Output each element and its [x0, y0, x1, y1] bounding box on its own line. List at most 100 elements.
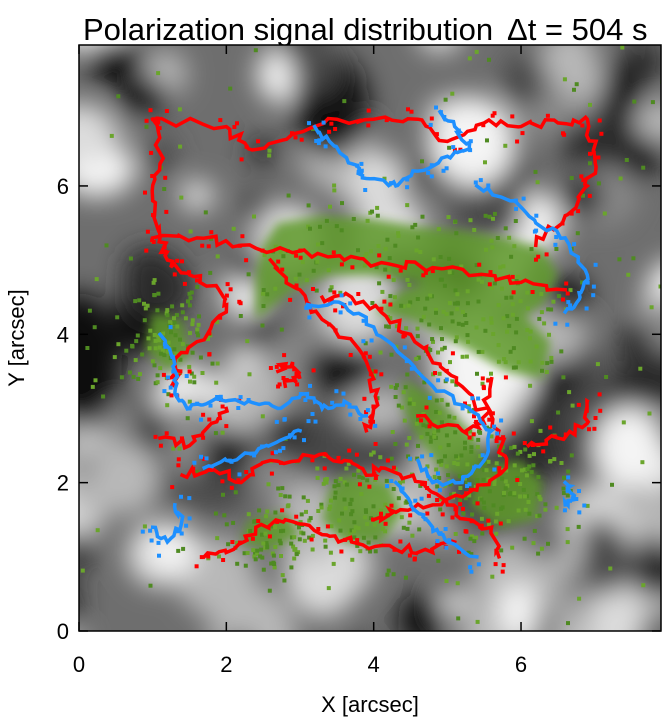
green-speck: [475, 371, 479, 376]
green-speck: [195, 330, 200, 335]
green-speck: [187, 364, 192, 369]
green-speck: [543, 502, 548, 507]
green-speck: [437, 410, 442, 415]
green-speck: [93, 378, 98, 383]
blue-contour-pixel: [358, 417, 363, 421]
green-speck: [307, 518, 312, 523]
intensity-blob: [648, 297, 661, 349]
red-contour-pixel: [587, 193, 592, 198]
blue-contour-pixel: [149, 538, 154, 543]
red-contour-pixel: [599, 131, 604, 136]
green-speck: [483, 213, 488, 218]
red-contour-pixel: [299, 137, 304, 142]
red-contour-pixel: [145, 229, 150, 234]
green-speck: [396, 403, 401, 408]
green-speck: [465, 481, 469, 486]
green-speck: [358, 549, 363, 554]
green-speck: [453, 339, 458, 344]
green-speck: [631, 256, 636, 261]
red-contour-pixel: [206, 244, 211, 249]
green-speck: [349, 528, 354, 533]
green-speck: [281, 528, 286, 533]
green-speck: [383, 529, 388, 534]
green-speck: [359, 492, 364, 496]
red-contour-pixel: [461, 506, 465, 511]
blue-contour-pixel: [179, 494, 183, 499]
blue-contour-pixel: [314, 139, 319, 143]
green-speck: [304, 509, 308, 514]
green-speck: [314, 288, 319, 293]
green-speck: [394, 324, 399, 329]
green-speck: [460, 354, 465, 359]
intensity-blob: [538, 532, 570, 556]
green-speck: [496, 343, 501, 348]
green-speck: [352, 535, 357, 540]
blue-contour: [201, 428, 303, 471]
green-speck: [352, 520, 357, 525]
green-speck: [411, 402, 416, 406]
green-speck: [228, 86, 233, 91]
green-speck: [327, 507, 332, 512]
green-speck: [568, 288, 573, 293]
red-contour-pixel: [170, 485, 175, 490]
green-speck: [365, 218, 370, 223]
green-speck: [430, 337, 435, 341]
green-speck: [489, 320, 494, 325]
red-contour-pixel: [587, 427, 591, 432]
intensity-blob: [575, 342, 604, 381]
green-speck: [434, 410, 439, 414]
intensity-blob: [548, 274, 589, 320]
green-speck: [437, 371, 442, 376]
green-speck: [536, 551, 541, 556]
green-speck: [400, 479, 405, 484]
green-speck: [152, 293, 157, 297]
green-speck: [142, 301, 146, 306]
blue-contour-pixel: [442, 115, 447, 119]
green-speck: [402, 418, 407, 423]
green-speck: [480, 381, 485, 386]
green-speck: [235, 561, 240, 566]
red-contour-pixel: [463, 529, 468, 534]
green-speck: [267, 588, 272, 593]
green-speck: [535, 180, 540, 185]
green-speck: [353, 525, 358, 530]
green-speck: [127, 370, 132, 375]
blue-contour-pixel: [162, 342, 167, 347]
red-contour-pixel: [209, 230, 214, 235]
red-contour-pixel: [426, 493, 431, 498]
red-contour-pixel: [343, 537, 348, 542]
green-speck: [115, 315, 120, 320]
green-speck: [420, 159, 424, 164]
green-speck: [263, 531, 268, 536]
green-speck: [165, 313, 170, 318]
green-speck: [255, 551, 260, 556]
red-contour-pixel: [194, 564, 199, 569]
green-speck: [464, 321, 469, 325]
green-speck: [493, 519, 498, 524]
blue-contour-pixel: [565, 488, 570, 493]
green-speck: [472, 228, 477, 232]
red-contour-pixel: [333, 127, 338, 131]
green-speck: [328, 550, 333, 555]
green-speck: [482, 506, 487, 510]
green-speck: [311, 268, 316, 273]
green-speck: [386, 324, 391, 329]
red-contour-pixel: [239, 157, 244, 162]
red-contour-pixel: [348, 353, 353, 357]
green-speck: [514, 330, 519, 335]
green-speck: [210, 361, 215, 366]
blue-contour-pixel: [553, 321, 558, 326]
green-speck: [187, 399, 192, 404]
green-speck: [434, 307, 438, 312]
green-speck: [155, 380, 160, 385]
green-speck: [455, 300, 460, 305]
green-speck: [339, 228, 344, 233]
red-contour-pixel: [581, 178, 586, 183]
green-speck: [515, 451, 520, 456]
green-speck: [124, 348, 129, 353]
green-speck: [472, 408, 476, 413]
green-speck: [393, 442, 398, 446]
red-contour-pixel: [452, 147, 457, 152]
green-speck: [328, 498, 333, 503]
green-speck: [298, 520, 303, 525]
